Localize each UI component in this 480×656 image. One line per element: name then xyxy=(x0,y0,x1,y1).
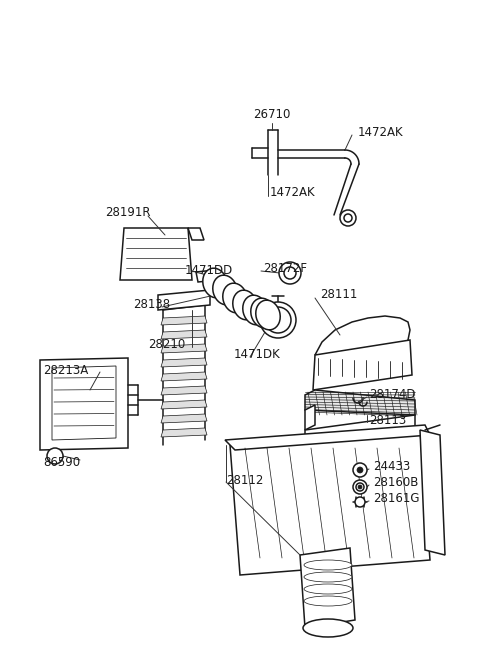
Text: 28174D: 28174D xyxy=(369,388,416,401)
Text: 86590: 86590 xyxy=(43,455,80,468)
Polygon shape xyxy=(161,316,207,325)
Ellipse shape xyxy=(303,619,353,637)
Ellipse shape xyxy=(256,300,280,330)
Text: 1471DK: 1471DK xyxy=(234,348,281,361)
Text: 28210: 28210 xyxy=(148,338,185,352)
Circle shape xyxy=(279,262,301,284)
Text: 28113: 28113 xyxy=(369,413,406,426)
Circle shape xyxy=(344,214,352,222)
Text: 28160B: 28160B xyxy=(373,476,419,489)
Polygon shape xyxy=(300,548,355,628)
Text: 28138: 28138 xyxy=(133,298,170,312)
Ellipse shape xyxy=(213,275,237,305)
Circle shape xyxy=(353,463,367,477)
Circle shape xyxy=(260,302,296,338)
Text: 28191R: 28191R xyxy=(105,207,151,220)
Circle shape xyxy=(356,483,364,491)
Polygon shape xyxy=(161,344,207,353)
Polygon shape xyxy=(161,330,207,339)
Polygon shape xyxy=(305,415,415,445)
Ellipse shape xyxy=(233,290,257,320)
Polygon shape xyxy=(161,372,207,381)
Circle shape xyxy=(353,480,367,494)
Ellipse shape xyxy=(304,560,352,570)
Polygon shape xyxy=(161,358,207,367)
Ellipse shape xyxy=(243,295,267,325)
Ellipse shape xyxy=(304,572,352,582)
Polygon shape xyxy=(420,430,445,555)
Text: 28111: 28111 xyxy=(320,289,358,302)
Text: 26710: 26710 xyxy=(253,108,291,121)
Polygon shape xyxy=(161,428,207,437)
Polygon shape xyxy=(196,270,217,282)
Polygon shape xyxy=(305,405,315,430)
Text: 28213A: 28213A xyxy=(43,363,88,377)
Ellipse shape xyxy=(223,283,247,313)
Polygon shape xyxy=(161,386,207,395)
Circle shape xyxy=(358,485,362,489)
Ellipse shape xyxy=(304,596,352,606)
Polygon shape xyxy=(315,316,410,362)
Circle shape xyxy=(284,267,296,279)
Polygon shape xyxy=(158,295,210,310)
Polygon shape xyxy=(161,414,207,423)
Polygon shape xyxy=(305,390,415,415)
Polygon shape xyxy=(188,228,204,240)
Polygon shape xyxy=(158,290,210,310)
Circle shape xyxy=(265,307,291,333)
Circle shape xyxy=(357,467,363,473)
Polygon shape xyxy=(230,430,430,575)
Ellipse shape xyxy=(203,268,227,298)
Polygon shape xyxy=(52,366,116,440)
Ellipse shape xyxy=(251,298,275,328)
Text: 28112: 28112 xyxy=(226,474,264,487)
Ellipse shape xyxy=(304,584,352,594)
Text: 1472AK: 1472AK xyxy=(358,125,404,138)
Polygon shape xyxy=(40,358,128,450)
Text: 28172F: 28172F xyxy=(263,262,307,274)
Polygon shape xyxy=(225,425,430,450)
Text: 28161G: 28161G xyxy=(373,493,420,506)
Text: 1471DD: 1471DD xyxy=(185,264,233,276)
Text: 24433: 24433 xyxy=(373,461,410,474)
Polygon shape xyxy=(120,228,192,280)
Polygon shape xyxy=(161,400,207,409)
Polygon shape xyxy=(313,340,412,390)
Text: 1472AK: 1472AK xyxy=(270,186,316,199)
Circle shape xyxy=(355,497,365,507)
Circle shape xyxy=(47,448,63,464)
Circle shape xyxy=(340,210,356,226)
